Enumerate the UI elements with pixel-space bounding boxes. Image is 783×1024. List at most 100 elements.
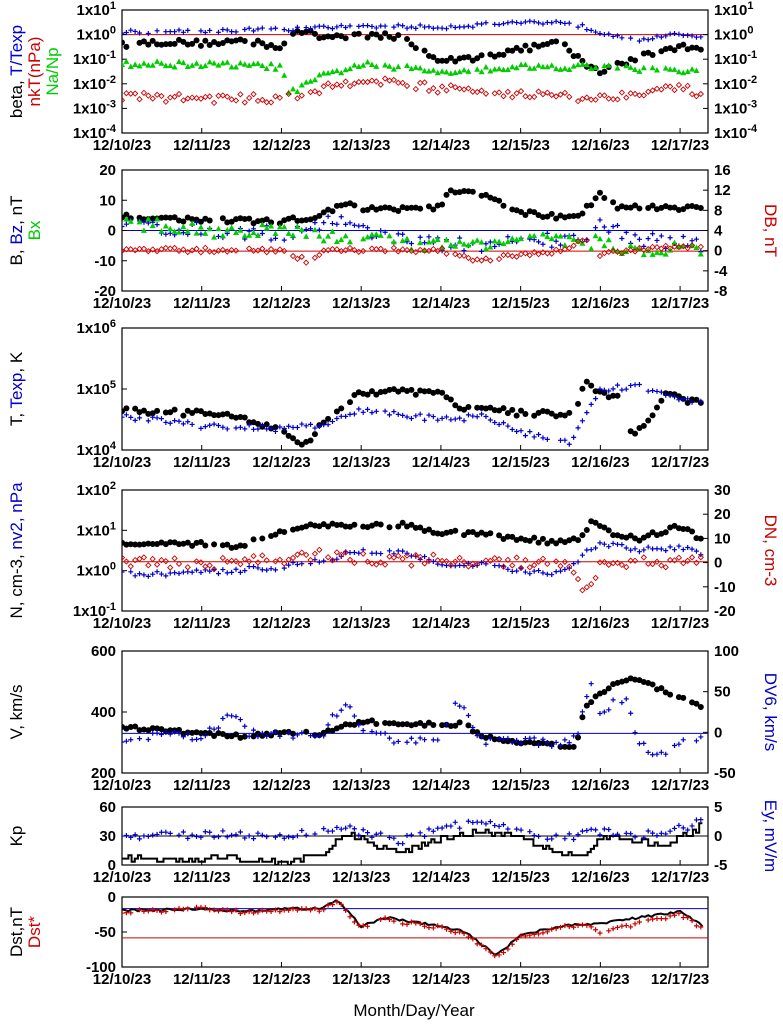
data-point — [382, 23, 388, 29]
data-point — [378, 551, 384, 557]
data-point — [197, 42, 204, 49]
data-point — [584, 410, 590, 416]
data-point — [588, 699, 595, 706]
data-point — [667, 393, 673, 399]
data-point — [448, 928, 454, 934]
data-point — [482, 255, 490, 262]
data-point — [438, 557, 446, 565]
data-point — [347, 238, 354, 245]
data-point — [267, 246, 275, 253]
data-point — [194, 220, 200, 226]
data-point — [509, 19, 515, 25]
data-point — [597, 832, 603, 838]
data-point — [557, 248, 564, 255]
data-point — [153, 91, 161, 98]
data-point — [162, 244, 169, 252]
data-point — [294, 255, 301, 262]
data-point — [421, 67, 428, 74]
data-point — [536, 20, 542, 26]
data-point — [241, 216, 248, 223]
data-point — [189, 216, 196, 223]
data-point — [421, 247, 428, 254]
data-point — [571, 733, 577, 739]
data-point — [123, 216, 130, 222]
data-point — [272, 907, 278, 913]
data-point — [237, 569, 243, 575]
y-right-tick-label: 1x10-4 — [714, 123, 758, 142]
data-point — [500, 420, 506, 426]
data-point — [251, 426, 257, 432]
data-point — [145, 562, 152, 569]
data-point — [548, 38, 555, 45]
data-point — [176, 27, 182, 33]
data-point — [140, 554, 148, 561]
data-point — [479, 819, 485, 825]
data-point — [211, 60, 218, 66]
data-point — [509, 941, 515, 947]
data-point — [478, 239, 485, 245]
data-point — [513, 90, 520, 97]
data-point — [465, 934, 471, 940]
data-point — [176, 58, 183, 65]
data-point — [465, 560, 471, 566]
data-point — [443, 823, 449, 829]
data-point — [509, 406, 516, 413]
x-tick-label: 12/17/23 — [651, 971, 709, 988]
data-point — [127, 63, 134, 69]
data-point — [312, 733, 318, 739]
series-line — [122, 822, 703, 865]
data-point — [527, 932, 533, 938]
data-point — [154, 58, 161, 64]
x-tick-label: 12/16/23 — [571, 971, 629, 988]
data-point — [535, 558, 542, 565]
data-point — [325, 233, 332, 239]
data-point — [172, 29, 178, 35]
data-point — [579, 587, 586, 594]
data-point — [197, 95, 205, 102]
data-point — [259, 730, 265, 736]
data-point — [465, 23, 471, 29]
data-point — [632, 730, 638, 736]
data-point — [386, 916, 392, 922]
data-point — [368, 61, 375, 67]
x-tick-label: 12/12/23 — [252, 454, 310, 471]
data-point — [558, 20, 564, 26]
data-point — [623, 563, 630, 571]
data-point — [544, 560, 551, 568]
data-point — [167, 40, 174, 47]
data-point — [149, 410, 156, 417]
data-point — [544, 19, 550, 25]
data-point — [197, 63, 204, 70]
data-point — [360, 235, 367, 242]
y-axis-label: beta, T/Texp — [7, 25, 26, 118]
data-point — [351, 713, 357, 719]
data-point — [333, 67, 340, 74]
data-point — [281, 426, 287, 432]
data-point — [474, 941, 480, 947]
data-point — [176, 418, 182, 424]
data-point — [544, 929, 550, 935]
data-point — [579, 57, 586, 64]
data-point — [574, 575, 582, 583]
data-point — [619, 35, 625, 41]
data-point — [693, 923, 699, 929]
data-point — [395, 841, 401, 847]
data-point — [259, 422, 265, 428]
data-point — [207, 422, 213, 428]
data-point — [386, 835, 392, 841]
data-point — [311, 254, 319, 261]
data-point — [570, 743, 577, 750]
data-point — [689, 44, 696, 51]
data-point — [145, 573, 151, 579]
data-point — [487, 530, 494, 537]
data-point — [338, 214, 344, 220]
data-point — [308, 26, 314, 32]
data-point — [254, 247, 262, 254]
data-point — [653, 404, 660, 411]
data-point — [439, 57, 446, 64]
data-point — [689, 823, 695, 829]
data-point — [478, 68, 485, 75]
data-point — [316, 251, 323, 259]
y-tick-label: 1x106 — [77, 318, 117, 337]
data-point — [373, 408, 379, 414]
